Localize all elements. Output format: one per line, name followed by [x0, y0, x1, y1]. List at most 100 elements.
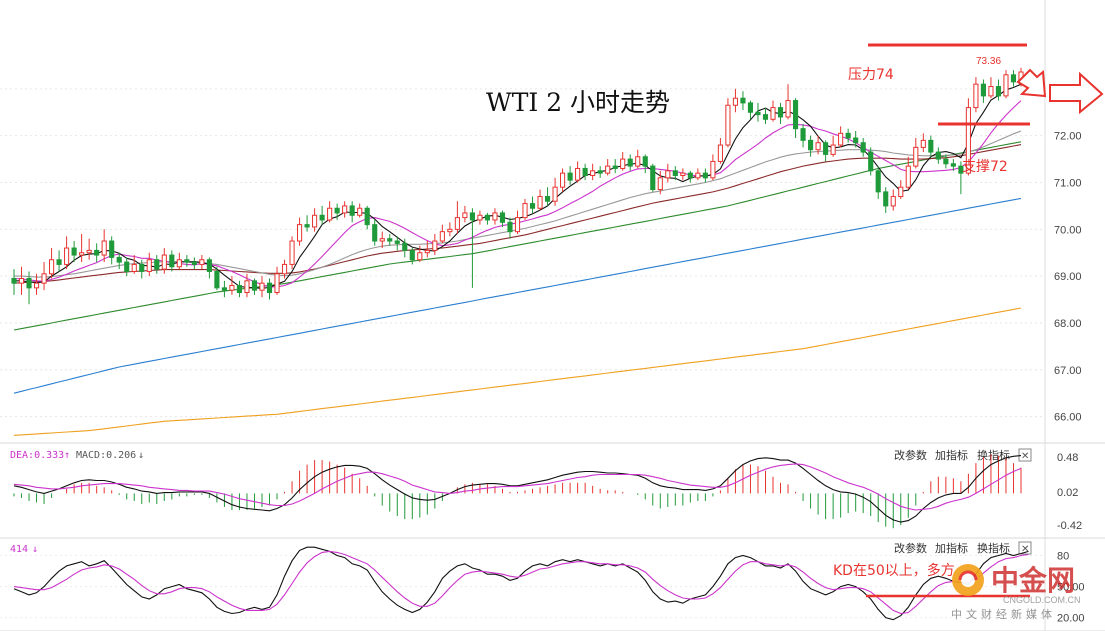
candle [139, 259, 145, 279]
candle-body [635, 156, 641, 167]
candle-body [695, 172, 701, 179]
candle [514, 210, 521, 234]
candle [890, 189, 896, 211]
candle [808, 135, 814, 157]
candle [349, 201, 355, 223]
candle-body [86, 249, 92, 254]
candle-body [627, 158, 633, 167]
candle-body [529, 203, 536, 209]
candle [364, 205, 370, 230]
candle-body [146, 259, 152, 272]
candle [477, 210, 483, 225]
macd-dea-line [13, 463, 1022, 511]
candle-body [274, 273, 280, 294]
candle [943, 154, 949, 169]
candle-body [808, 139, 814, 151]
candle-body [432, 240, 438, 251]
candle [176, 252, 182, 270]
candle [680, 168, 686, 181]
candle [41, 262, 47, 291]
candle [199, 255, 205, 270]
candle-body [732, 97, 738, 106]
candle-body [499, 212, 506, 223]
macd-dea-arrow: ↑ [64, 450, 70, 461]
candle-body [297, 224, 303, 242]
candle [379, 231, 385, 249]
candle [26, 271, 32, 305]
candle-body [139, 263, 145, 272]
candle [800, 123, 806, 148]
candle [462, 205, 468, 223]
candle [297, 217, 303, 246]
price-tick-label: 72.00 [1054, 131, 1082, 143]
candle-body [965, 107, 971, 174]
candle-body [710, 160, 716, 179]
candle-body [364, 207, 370, 226]
candle [762, 107, 769, 124]
candle [484, 212, 491, 225]
candle-body [920, 139, 926, 148]
candle-body [312, 214, 318, 228]
candle-body [800, 128, 806, 141]
candle-body [402, 242, 408, 251]
candle [770, 100, 776, 122]
kd-k-line [13, 546, 1029, 621]
candle [529, 196, 536, 213]
macd-params-button[interactable]: 改参数 [894, 448, 927, 462]
candle [432, 234, 438, 256]
candle-body [319, 214, 325, 221]
macd-switch-indicator-button[interactable]: 换指标 [977, 448, 1010, 462]
kd-legend-value: 414 [10, 544, 28, 555]
kd-switch-indicator-button[interactable]: 换指标 [977, 541, 1010, 555]
candle-body [251, 280, 258, 291]
kd-tick-label: 50.00 [1057, 582, 1085, 594]
kd-tick-label: 20.00 [1057, 613, 1085, 625]
candle [79, 234, 85, 263]
candle-body [379, 238, 385, 242]
candle [695, 168, 701, 181]
candlestick-series [11, 67, 1024, 305]
candle-body [131, 263, 137, 272]
candle [56, 250, 62, 272]
candle [101, 229, 107, 263]
macd-close-icon[interactable]: ✕ [1018, 448, 1032, 462]
candle [424, 241, 430, 258]
macd-add-indicator-button[interactable]: 加指标 [935, 448, 968, 462]
candle-body [935, 151, 941, 160]
candle [71, 241, 77, 263]
candle-body [424, 249, 430, 254]
kd-close-glyph: ✕ [1021, 544, 1029, 555]
candle [492, 208, 498, 225]
candle [372, 219, 378, 246]
candle [469, 208, 475, 288]
candle-body [477, 214, 483, 221]
candle [116, 252, 122, 270]
candle [597, 166, 603, 178]
candle [221, 280, 227, 298]
candle [289, 236, 295, 270]
kd-params-button[interactable]: 改参数 [894, 541, 927, 555]
candle [935, 147, 941, 164]
candle [830, 135, 836, 157]
candle-body [409, 249, 415, 261]
candle [236, 280, 243, 298]
candle-body [18, 277, 25, 284]
candle [950, 159, 956, 171]
candle-body [612, 165, 618, 169]
candle [109, 236, 115, 265]
candle [560, 168, 566, 192]
candle-body [79, 252, 85, 256]
macd-tick-label: -0.42 [1057, 520, 1082, 532]
candle [875, 166, 881, 199]
candle [244, 273, 250, 298]
candle [319, 205, 325, 225]
candle [590, 163, 596, 181]
candle [687, 170, 693, 183]
candle-body [537, 196, 543, 209]
macd-dea-legend: DEA:0.333 [10, 450, 64, 461]
candle [417, 245, 423, 263]
kd-add-indicator-button[interactable]: 加指标 [935, 541, 968, 555]
candle-body [199, 259, 205, 265]
candle-body [792, 100, 799, 130]
